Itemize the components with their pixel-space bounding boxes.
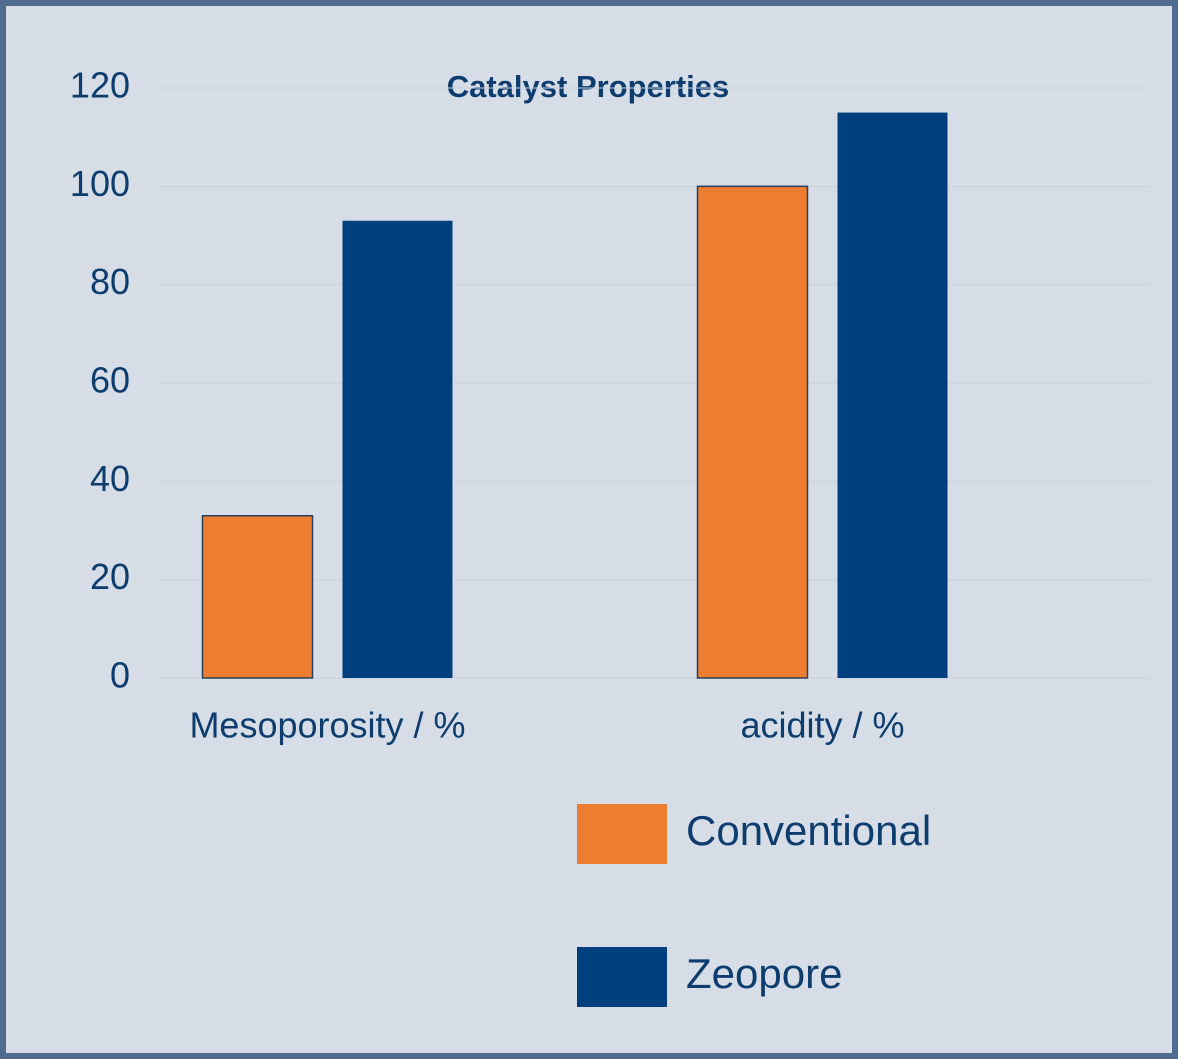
legend-swatch xyxy=(577,804,667,864)
y-tick-label: 80 xyxy=(90,261,130,302)
y-tick-label: 120 xyxy=(70,65,130,106)
y-tick-label: 60 xyxy=(90,360,130,401)
y-tick-label: 40 xyxy=(90,458,130,499)
x-tick-label: Mesoporosity / % xyxy=(189,705,465,746)
y-tick-label: 20 xyxy=(90,556,130,597)
y-tick-label: 0 xyxy=(110,655,130,696)
bar xyxy=(837,112,948,679)
legend-label: Zeopore xyxy=(686,950,842,997)
legend-label: Conventional xyxy=(686,807,931,854)
legend-swatch xyxy=(577,947,667,1007)
x-tick-label: acidity / % xyxy=(740,705,904,746)
bar xyxy=(342,220,453,678)
y-tick-label: 100 xyxy=(70,163,130,204)
bar xyxy=(696,185,809,679)
bar xyxy=(201,515,314,679)
chart-title: Catalyst Properties xyxy=(447,69,730,104)
